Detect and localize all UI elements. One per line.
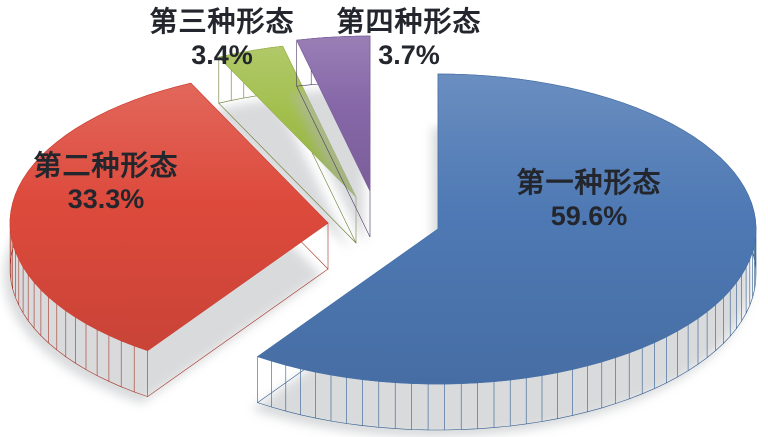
pie-slice-3-top (296, 35, 371, 192)
pie-slice-0-top (256, 73, 757, 385)
pie-slices-group (4, 35, 757, 437)
pie-slice-1-top (9, 82, 329, 351)
pie-slice-2-top (218, 45, 357, 198)
